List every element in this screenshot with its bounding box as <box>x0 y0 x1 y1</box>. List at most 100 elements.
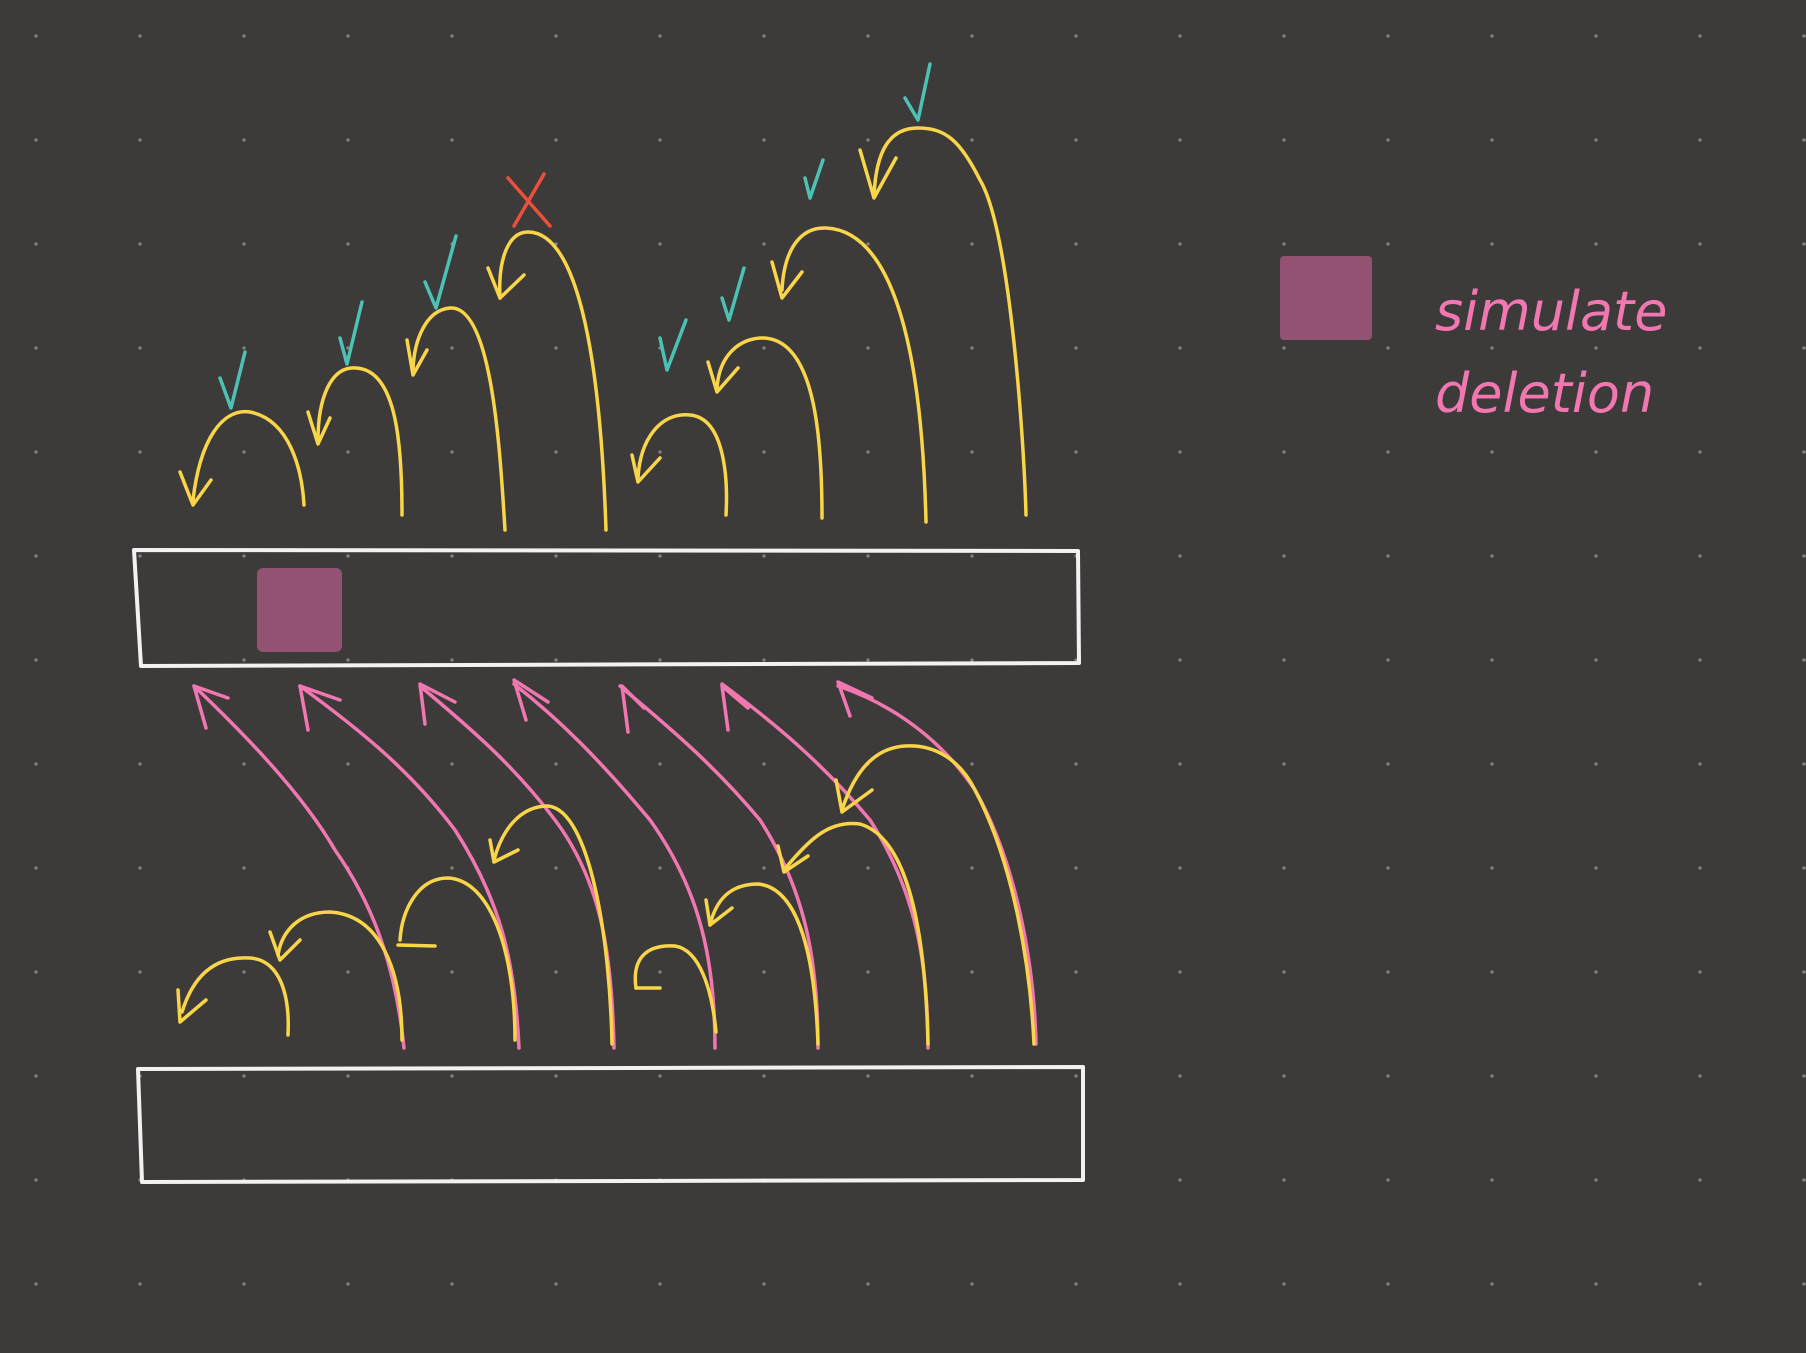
grid-dot <box>970 658 974 662</box>
grid-dot <box>866 242 870 246</box>
grid-dot <box>866 1282 870 1286</box>
grid-dot <box>1802 1074 1806 1078</box>
grid-dot <box>346 450 350 454</box>
grid-dot <box>1802 866 1806 870</box>
grid-dot <box>1178 762 1182 766</box>
grid-dot <box>1074 34 1078 38</box>
grid-dot <box>1490 970 1494 974</box>
grid-dot <box>1594 762 1598 766</box>
grid-dot <box>1698 658 1702 662</box>
grid-dot <box>1802 554 1806 558</box>
grid-dot <box>242 34 246 38</box>
shift-arrow <box>498 230 608 532</box>
move-arrow-head <box>192 684 230 730</box>
grid-dot <box>554 554 558 558</box>
grid-dot <box>346 346 350 350</box>
move-arrow-head <box>298 684 342 732</box>
grid-dot <box>1594 866 1598 870</box>
grid-dot <box>970 242 974 246</box>
grid-dot <box>658 554 662 558</box>
grid-dot <box>346 242 350 246</box>
grid-dot <box>970 762 974 766</box>
grid-dot <box>762 658 766 662</box>
grid-dot <box>1490 866 1494 870</box>
grid-dot <box>242 554 246 558</box>
grid-dot <box>1594 242 1598 246</box>
grid-dot <box>762 1282 766 1286</box>
shift-arrow <box>316 366 404 517</box>
grid-dot <box>658 1074 662 1078</box>
bottom-shift-arrows <box>176 744 1036 1046</box>
shift-arrow-head <box>770 260 804 300</box>
legend: simulate deletion <box>1280 256 1667 425</box>
shift-arrow <box>276 910 404 1042</box>
grid-dot <box>1490 1178 1494 1182</box>
shift-arrow-head <box>178 470 213 507</box>
grid-dot <box>34 34 38 38</box>
grid-dot <box>554 346 558 350</box>
grid-dot <box>450 970 454 974</box>
grid-dot <box>1282 1178 1286 1182</box>
grid-dot <box>554 970 558 974</box>
grid-dot <box>450 762 454 766</box>
grid-dot <box>1178 138 1182 142</box>
grid-dot <box>1594 1074 1598 1078</box>
grid-dot <box>866 450 870 454</box>
grid-dot <box>970 554 974 558</box>
shift-arrow-head <box>486 266 526 300</box>
grid-dot <box>1178 34 1182 38</box>
grid-dot <box>1594 34 1598 38</box>
shift-arrow <box>840 744 1036 1046</box>
grid-dot <box>866 554 870 558</box>
grid-dot <box>1386 554 1390 558</box>
grid-dot <box>1698 866 1702 870</box>
grid-dot <box>34 554 38 558</box>
grid-dot <box>554 34 558 38</box>
grid-dot <box>1490 658 1494 662</box>
grid-dot <box>1386 1074 1390 1078</box>
grid-dot <box>1386 1178 1390 1182</box>
grid-dot <box>970 1074 974 1078</box>
shift-arrow-head <box>704 898 734 927</box>
grid-dot <box>242 970 246 974</box>
grid-dot <box>762 970 766 974</box>
grid-dot <box>450 554 454 558</box>
grid-dot <box>658 658 662 662</box>
check-mark <box>338 300 364 366</box>
grid-dot <box>346 554 350 558</box>
grid-dot <box>1802 138 1806 142</box>
move-arrow-head <box>620 684 646 734</box>
move-arrow <box>298 684 521 1050</box>
move-arrow <box>720 682 930 1050</box>
grid-dot <box>138 762 142 766</box>
grid-dot <box>762 346 766 350</box>
top-array-outline <box>132 548 1081 668</box>
grid-dot <box>554 762 558 766</box>
shift-arrow <box>411 306 507 532</box>
grid-dot <box>1490 138 1494 142</box>
grid-dot <box>1282 346 1286 350</box>
grid-dot <box>1802 450 1806 454</box>
grid-dot <box>34 450 38 454</box>
legend-swatch <box>1280 256 1372 340</box>
move-arrow <box>418 684 616 1050</box>
grid-dot <box>658 242 662 246</box>
grid-dot <box>866 34 870 38</box>
grid-dot <box>1282 658 1286 662</box>
grid-dot <box>1802 34 1806 38</box>
move-arrow-head <box>836 680 874 718</box>
shift-arrow-head <box>176 988 208 1024</box>
check-mark <box>720 266 746 322</box>
shift-arrow-head <box>268 930 302 962</box>
shift-arrow-head <box>488 838 520 864</box>
grid-dot <box>1490 34 1494 38</box>
shift-arrow <box>708 882 820 1046</box>
grid-dot <box>1386 866 1390 870</box>
grid-dot <box>1802 658 1806 662</box>
grid-dot <box>1490 450 1494 454</box>
grid-dot <box>138 450 142 454</box>
grid-dot <box>138 866 142 870</box>
grid-dot <box>34 762 38 766</box>
shift-arrow-head <box>858 148 898 200</box>
grid-dot <box>1074 1074 1078 1078</box>
